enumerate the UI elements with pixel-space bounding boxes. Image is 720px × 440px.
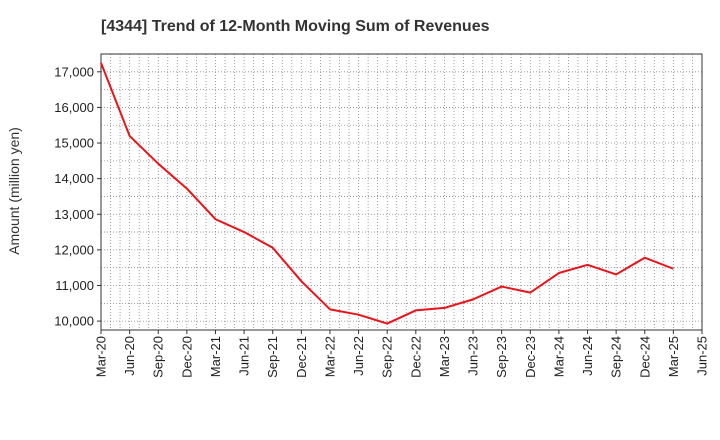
y-tick-label: 14,000 bbox=[54, 171, 94, 186]
y-tick-label: 12,000 bbox=[54, 242, 94, 257]
x-tick-label: Sep-24 bbox=[609, 336, 624, 378]
y-tick-label: 10,000 bbox=[54, 314, 94, 329]
x-tick-label: Dec-23 bbox=[523, 336, 538, 378]
x-tick-label: Dec-24 bbox=[637, 336, 652, 378]
y-tick-label: 16,000 bbox=[54, 100, 94, 115]
x-tick-label: Jun-25 bbox=[695, 336, 710, 376]
y-tick-label: 17,000 bbox=[54, 64, 94, 79]
chart-title: [4344] Trend of 12-Month Moving Sum of R… bbox=[101, 18, 490, 35]
grid-lines bbox=[101, 54, 702, 330]
x-tick-label: Mar-21 bbox=[208, 336, 223, 377]
y-tick-label: 13,000 bbox=[54, 207, 94, 222]
x-tick-label: Jun-21 bbox=[237, 336, 252, 376]
x-tick-label: Sep-20 bbox=[151, 336, 166, 378]
y-tick-label: 15,000 bbox=[54, 136, 94, 151]
y-axis-label: Amount (million yen) bbox=[6, 127, 22, 255]
x-tick-label: Mar-22 bbox=[322, 336, 337, 377]
x-tick-label: Mar-24 bbox=[551, 336, 566, 377]
x-tick-label: Dec-21 bbox=[294, 336, 309, 378]
x-axis-ticks: Mar-20 Jun-20 Sep-20 Dec-20 Mar-21 Jun-21 Sep-… bbox=[94, 330, 710, 378]
x-tick-label: Jun-22 bbox=[351, 336, 366, 376]
plot-area bbox=[100, 53, 703, 331]
x-tick-label: Sep-23 bbox=[494, 336, 509, 378]
x-tick-label: Mar-20 bbox=[94, 336, 109, 377]
x-tick-label: Jun-24 bbox=[580, 336, 595, 376]
series-layer bbox=[100, 62, 674, 325]
x-tick-label: Dec-22 bbox=[408, 336, 423, 378]
x-tick-label: Dec-20 bbox=[179, 336, 194, 378]
x-tick-label: Sep-21 bbox=[265, 336, 280, 378]
y-axis-ticks: 10,000 11,000 12,000 13,000 14,000 15,000 16,0… bbox=[54, 64, 101, 329]
y-tick-label: 11,000 bbox=[55, 278, 94, 293]
x-tick-label: Jun-20 bbox=[122, 336, 137, 376]
x-tick-label: Mar-25 bbox=[666, 336, 681, 377]
series-line bbox=[100, 62, 674, 325]
x-tick-label: Jun-23 bbox=[466, 336, 481, 376]
x-tick-label: Mar-23 bbox=[437, 336, 452, 377]
x-tick-label: Sep-22 bbox=[380, 336, 395, 378]
